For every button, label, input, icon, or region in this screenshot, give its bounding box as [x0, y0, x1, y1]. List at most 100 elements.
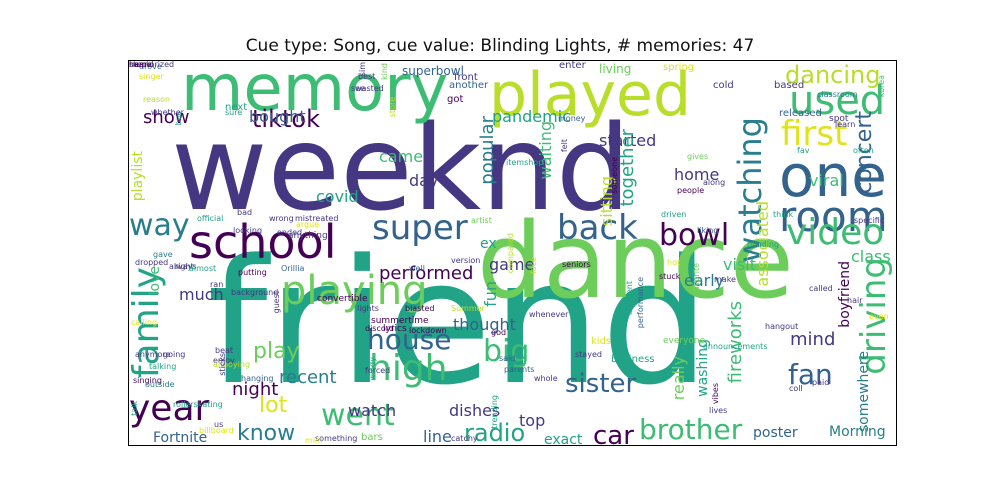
cloud-word: looking [233, 226, 263, 235]
cloud-word: lot [259, 393, 288, 418]
cloud-word: bowl [659, 218, 730, 253]
cloud-word: visit [723, 255, 756, 274]
cloud-word: best [358, 72, 376, 81]
cloud-word: Orillia [281, 264, 305, 273]
cloud-word: windy [368, 357, 377, 381]
cloud-word: mini [305, 436, 323, 445]
cloud-word: right [175, 262, 194, 271]
cloud-word: performed [379, 263, 474, 284]
cloud-word: parents [504, 365, 535, 374]
cloud-word: whether [151, 108, 184, 117]
cloud-word: memorized [129, 60, 175, 69]
cloud-word: watch [348, 401, 397, 420]
cloud-word: bars [361, 432, 383, 443]
cloud-word: hear [129, 60, 148, 69]
cloud-word: catchy [451, 434, 478, 443]
cloud-word: store [388, 97, 397, 118]
cloud-word: money [558, 114, 586, 123]
cloud-word: version [451, 256, 481, 265]
cloud-word: memory [181, 60, 449, 126]
cloud-word: way [129, 208, 190, 243]
cloud-word: wrong [269, 214, 294, 223]
cloud-word: fun [481, 281, 500, 307]
cloud-word: high [369, 348, 448, 389]
cloud-word: house [367, 323, 452, 356]
cloud-word: got [447, 94, 464, 105]
cloud-word: enter [559, 60, 586, 71]
cloud-word: talk [130, 401, 139, 416]
cloud-word: sim [358, 62, 367, 77]
cloud-word: top [519, 411, 546, 430]
cloud-word: somewhere [856, 351, 872, 433]
cloud-word: bad [237, 208, 253, 217]
cloud-word: billboard [199, 426, 234, 435]
cloud-word: exact [544, 432, 583, 446]
cloud-word: lyrics [383, 324, 407, 334]
cloud-word: outside [145, 380, 175, 389]
cloud-word: beat [215, 346, 234, 355]
cloud-word: fan [788, 358, 833, 391]
cloud-word: kind [380, 63, 389, 81]
cloud-word: someone [610, 157, 619, 194]
cloud-word: gave [153, 250, 173, 259]
cloud-word: Summer [451, 304, 485, 313]
cloud-word: lockdown [409, 326, 447, 335]
cloud-word: covid [316, 187, 359, 206]
cloud-word: poster [753, 425, 798, 441]
cloud-word: night [232, 379, 279, 400]
cloud-word: year [129, 388, 210, 429]
cloud-word: together [617, 129, 638, 207]
cloud-word: whenever [529, 310, 569, 319]
cloud-word: calling [131, 318, 158, 327]
cloud-word: day [409, 171, 439, 190]
cloud-word: recent [279, 367, 337, 388]
cloud-word: learn [835, 120, 856, 129]
cloud-word: classroom [817, 90, 858, 99]
cloud-word: home [674, 165, 720, 184]
cloud-word: friend [207, 222, 711, 423]
cloud-word: going [163, 350, 186, 359]
cloud-word: lights [357, 304, 379, 313]
cloud-word: stuck [659, 272, 681, 281]
cloud-word: went [321, 398, 395, 433]
cloud-word: bought [249, 107, 306, 126]
cloud-word: big [483, 334, 530, 369]
cloud-word: based [774, 80, 805, 91]
cloud-word: forced [365, 366, 391, 375]
cloud-word: argue [296, 220, 320, 229]
cloud-word: blinding [747, 240, 780, 249]
cloud-word: ex [480, 236, 497, 252]
cloud-word: dancing [785, 61, 881, 89]
cloud-word: Fortnite [153, 430, 208, 446]
cloud-word: back [557, 208, 638, 248]
cloud-word: rollerskating [173, 400, 223, 409]
cloud-word: viral [809, 171, 844, 190]
cloud-word: one [779, 142, 887, 210]
cloud-word: released [779, 108, 822, 119]
cloud-word: early [684, 271, 725, 290]
cloud-word: singer [139, 72, 164, 81]
cloud-word: love [147, 266, 163, 296]
cloud-word: specific [854, 216, 885, 225]
cloud-word: video [786, 212, 885, 253]
cloud-word: coll [789, 384, 803, 393]
cloud-word: boyfriend [837, 261, 853, 328]
cloud-word: stupid [129, 60, 154, 69]
cloud-word: along [703, 178, 726, 187]
cloud-word: background [231, 288, 279, 297]
cloud-word: playing [281, 268, 428, 314]
cloud-word: mind [790, 329, 836, 350]
cloud-word: spot [829, 114, 849, 124]
cloud-word: super [372, 208, 468, 248]
cloud-word: room [779, 192, 888, 241]
cloud-word: performance [636, 277, 645, 329]
cloud-word: used [789, 78, 886, 124]
cloud-word: hangout [765, 322, 799, 331]
cloud-word: much [179, 285, 224, 304]
cloud-word: think [773, 210, 794, 219]
cloud-word: convertible [317, 294, 368, 304]
cloud-word: line [423, 427, 452, 446]
cloud-word: discord [365, 324, 394, 333]
cloud-word: front [454, 72, 478, 83]
cloud-word: us [214, 420, 224, 429]
